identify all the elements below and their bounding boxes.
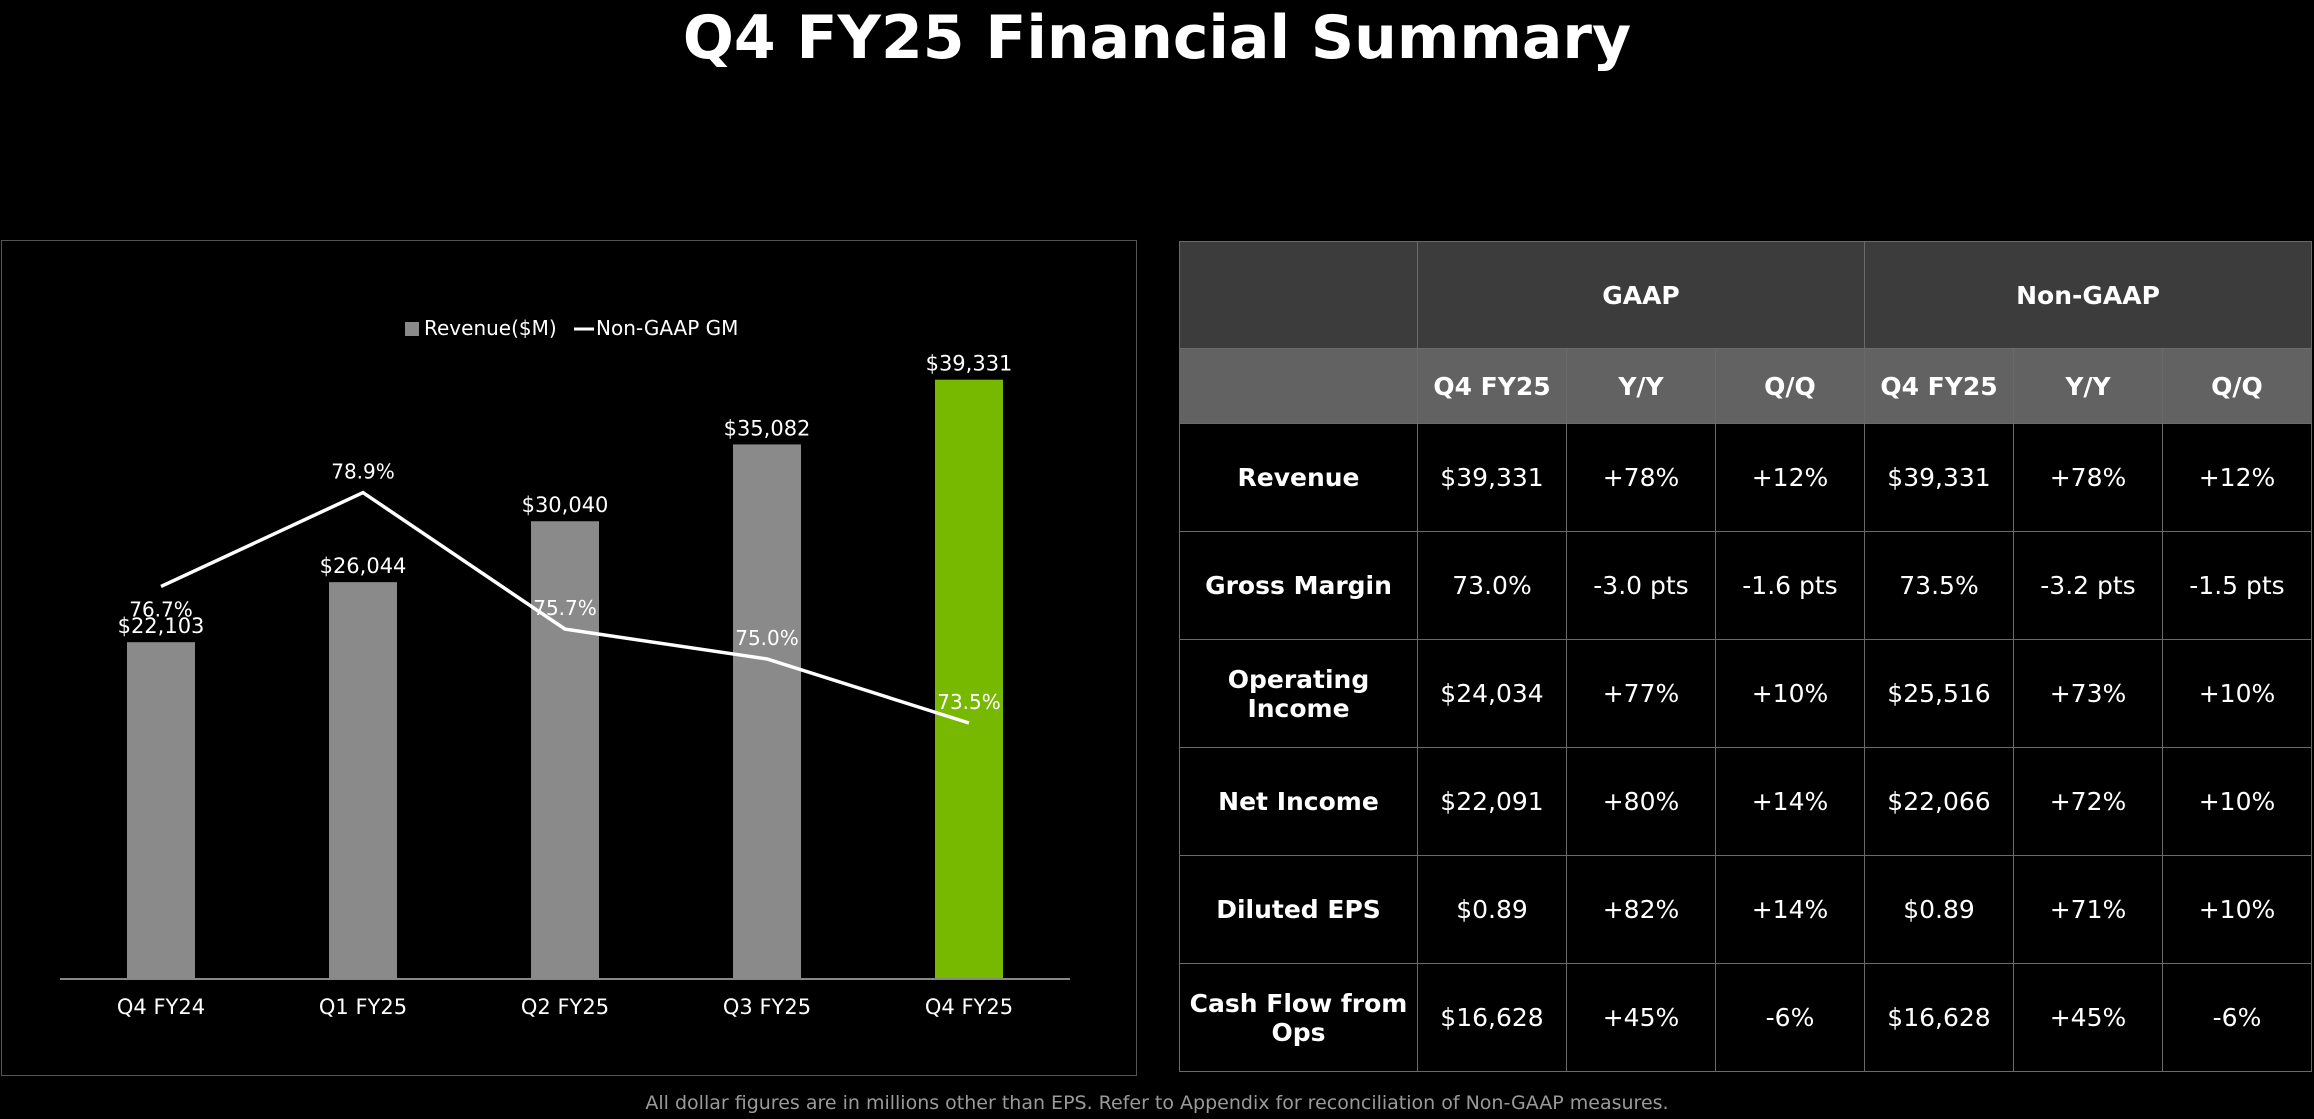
column-header: Q4 FY25 — [1864, 348, 2014, 424]
row-label: Gross Margin — [1179, 531, 1418, 640]
table-sub-header-row: Q4 FY25 Y/Y Q/Q Q4 FY25 Y/Y Q/Q — [1179, 348, 2312, 424]
row-label: Net Income — [1179, 747, 1418, 856]
non-gaap-header: Non-GAAP — [1864, 241, 2312, 349]
financial-summary-table: GAAP Non-GAAP Q4 FY25 Y/Y Q/Q Q4 FY25 Y/… — [1179, 241, 2312, 1072]
table-cell: $24,034 — [1417, 639, 1567, 748]
table-row: Operating Income $24,034 +77% +10% $25,5… — [1179, 639, 2312, 748]
table-cell: +14% — [1715, 855, 1865, 964]
table-row: Gross Margin 73.0% -3.0 pts -1.6 pts 73.… — [1179, 531, 2312, 640]
legend-label: Non-GAAP GM — [596, 316, 738, 340]
table-row: Diluted EPS $0.89 +82% +14% $0.89 +71% +… — [1179, 855, 2312, 964]
gm-series-line — [160, 490, 970, 725]
table-cell: +71% — [2013, 855, 2163, 964]
table-cell: $39,331 — [1864, 423, 2014, 532]
x-tick-label: Q4 FY24 — [117, 995, 205, 1019]
table-cell: +12% — [1715, 423, 1865, 532]
table-cell: +73% — [2013, 639, 2163, 748]
table-cell: $16,628 — [1417, 963, 1567, 1072]
table-cell: +78% — [1566, 423, 1716, 532]
revenue-bar — [733, 444, 801, 980]
legend-bar-swatch — [405, 322, 419, 336]
table-cell: -1.6 pts — [1715, 531, 1865, 640]
table-row: Net Income $22,091 +80% +14% $22,066 +72… — [1179, 747, 2312, 856]
table-cell: $25,516 — [1864, 639, 2014, 748]
row-label: Cash Flow from Ops — [1179, 963, 1418, 1072]
x-tick-label: Q4 FY25 — [925, 995, 1013, 1019]
table-corner-cell — [1179, 241, 1418, 349]
table-cell: $0.89 — [1864, 855, 2014, 964]
table-cell: +45% — [2013, 963, 2163, 1072]
table-cell: +14% — [1715, 747, 1865, 856]
revenue-chart-panel: $22,103 Q4 FY24 $26,044 Q1 FY25 $30,040 Q2 FY… — [1, 240, 1137, 1076]
x-tick-label: Q1 FY25 — [319, 995, 407, 1019]
table-cell: +72% — [2013, 747, 2163, 856]
gm-data-label: 76.7% — [129, 597, 193, 621]
revenue-bar — [329, 582, 397, 979]
table-cell: +45% — [1566, 963, 1716, 1072]
page-title: Q4 FY25 Financial Summary — [682, 3, 1632, 73]
table-cell: -3.0 pts — [1566, 531, 1716, 640]
table-row: Revenue $39,331 +78% +12% $39,331 +78% +… — [1179, 423, 2312, 532]
table-cell: -6% — [1715, 963, 1865, 1072]
table-cell: -6% — [2162, 963, 2312, 1072]
table-cell: 73.0% — [1417, 531, 1567, 640]
revenue-bar — [935, 379, 1003, 979]
table-cell: -1.5 pts — [2162, 531, 2312, 640]
bar-value-label: $26,044 — [320, 554, 407, 578]
table-cell: +12% — [2162, 423, 2312, 532]
table-cell: +78% — [2013, 423, 2163, 532]
bar-value-label: $39,331 — [926, 352, 1013, 376]
revenue-bar — [127, 642, 195, 979]
gm-data-label: 75.0% — [735, 626, 799, 650]
table-cell: $22,091 — [1417, 747, 1567, 856]
x-tick-label: Q2 FY25 — [521, 995, 609, 1019]
row-label: Operating Income — [1179, 639, 1418, 748]
bar-value-label: $30,040 — [522, 493, 609, 517]
gaap-header: GAAP — [1417, 241, 1865, 349]
table-cell: -3.2 pts — [2013, 531, 2163, 640]
row-label: Revenue — [1179, 423, 1418, 532]
table-cell: $22,066 — [1864, 747, 2014, 856]
column-header: Q/Q — [2162, 348, 2312, 424]
column-header: Q4 FY25 — [1417, 348, 1567, 424]
revenue-bar — [531, 521, 599, 979]
bar-value-label: $35,082 — [724, 416, 811, 440]
table-cell: +10% — [2162, 855, 2312, 964]
table-cell: +10% — [2162, 639, 2312, 748]
gm-data-label: 75.7% — [533, 596, 597, 620]
column-header: Y/Y — [1566, 348, 1716, 424]
table-cell: $39,331 — [1417, 423, 1567, 532]
column-header: Q/Q — [1715, 348, 1865, 424]
bar-value-label: $22,103 — [118, 614, 205, 638]
x-tick-label: Q3 FY25 — [723, 995, 811, 1019]
column-header: Y/Y — [2013, 348, 2163, 424]
footnote: All dollar figures are in millions other… — [645, 1092, 1669, 1114]
table-row: Cash Flow from Ops $16,628 +45% -6% $16,… — [1179, 963, 2312, 1072]
gm-data-label: 73.5% — [937, 690, 1001, 714]
legend-label: Revenue($M) — [424, 316, 557, 340]
table-cell: $16,628 — [1864, 963, 2014, 1072]
table-cell: +77% — [1566, 639, 1716, 748]
table-group-header-row: GAAP Non-GAAP — [1179, 241, 2312, 349]
row-label: Diluted EPS — [1179, 855, 1418, 964]
table-cell: 73.5% — [1864, 531, 2014, 640]
table-cell: $0.89 — [1417, 855, 1567, 964]
table-cell: +82% — [1566, 855, 1716, 964]
table-cell: +80% — [1566, 747, 1716, 856]
table-cell: +10% — [2162, 747, 2312, 856]
table-corner-cell — [1179, 348, 1418, 424]
revenue-gm-chart: $22,103 Q4 FY24 $26,044 Q1 FY25 $30,040 Q2 FY… — [60, 316, 1070, 1019]
gm-data-label: 78.9% — [331, 460, 395, 484]
table-cell: +10% — [1715, 639, 1865, 748]
